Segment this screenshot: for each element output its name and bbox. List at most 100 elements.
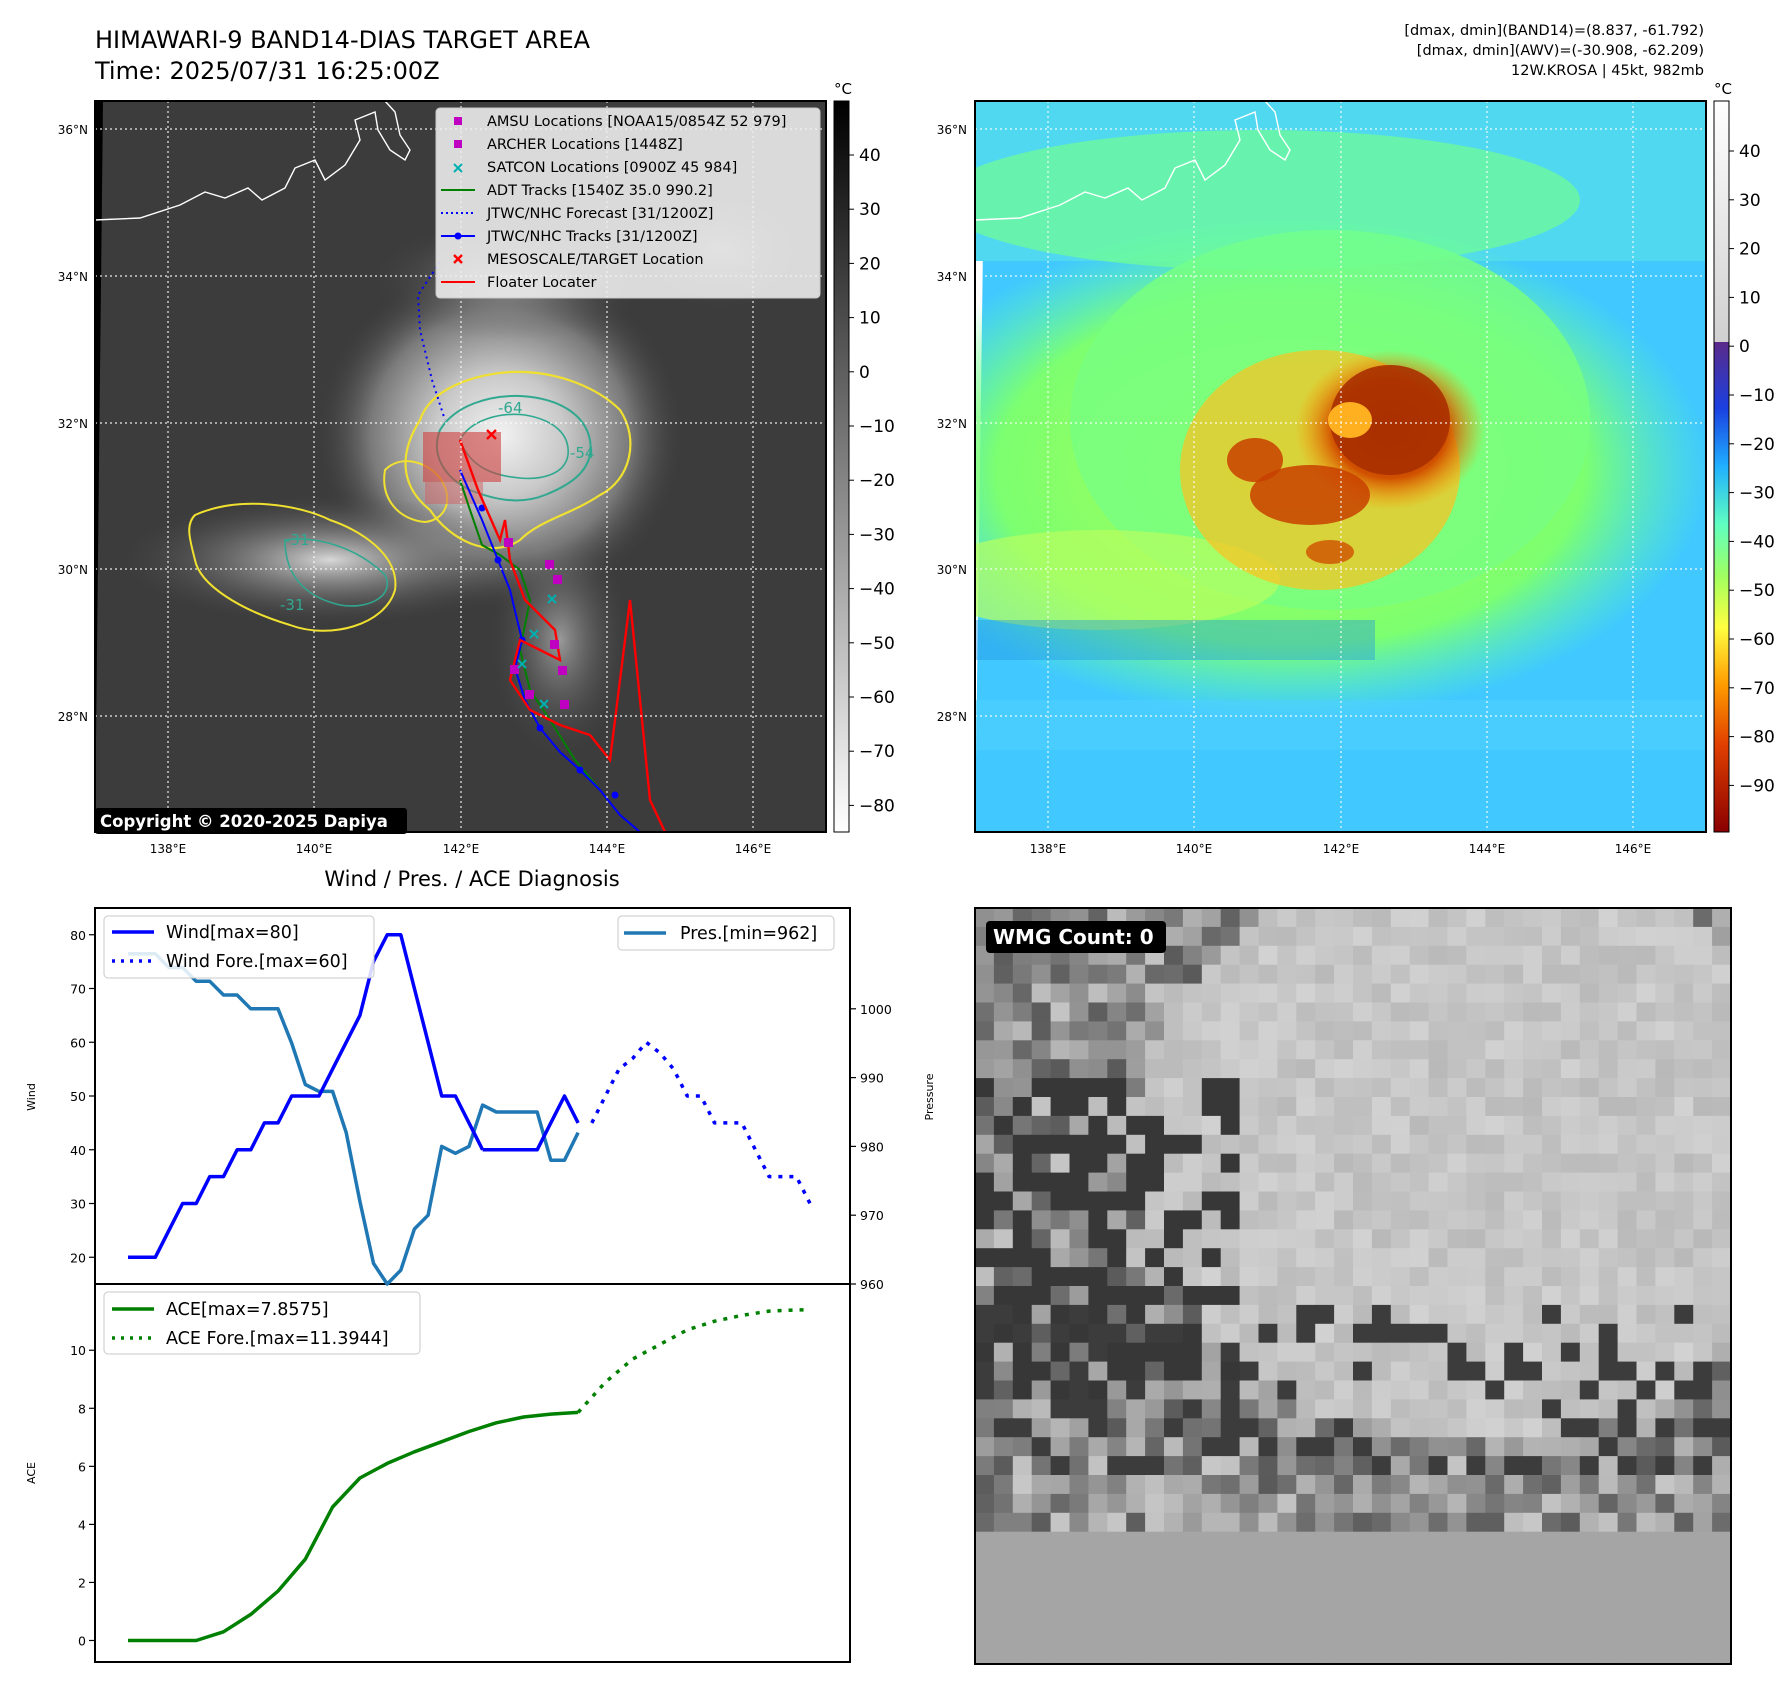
lat-tick: 30°N bbox=[937, 563, 967, 577]
colorbar-tick: 0 bbox=[859, 363, 870, 383]
lon-tick: 146°E bbox=[735, 842, 772, 856]
colorbar-tick: 30 bbox=[859, 200, 881, 220]
left-colorbar: °C 40 30 20 10 0 −10 −20 −30 −40 −50 −60 −70 −80 bbox=[833, 80, 895, 833]
axis-tick-label: 990 bbox=[860, 1071, 884, 1086]
wind-legend: Wind[max=80] Wind Fore.[max=60] bbox=[103, 915, 375, 979]
axis-tick-label: 970 bbox=[860, 1208, 884, 1223]
ace-forecast-series-line bbox=[576, 1308, 810, 1414]
right-map-lat-ticks: 36°N 34°N 32°N 30°N 28°N bbox=[937, 123, 967, 724]
lat-tick: 36°N bbox=[58, 123, 88, 137]
wind-axis-label: Wind bbox=[25, 1083, 38, 1111]
colorbar-tick: −30 bbox=[1739, 484, 1775, 504]
ir-map-panel: -64 -54 -31 -31 bbox=[58, 100, 827, 856]
legend-jtwc-tracks: JTWC/NHC Tracks [31/1200Z] bbox=[486, 229, 698, 245]
wind-series-line bbox=[128, 933, 485, 1260]
pressure-series-line bbox=[128, 952, 580, 1286]
colorbar-tick: −60 bbox=[859, 688, 895, 708]
colorbar-tick: −30 bbox=[859, 525, 895, 545]
left-map-lon-ticks: 138°E 140°E 142°E 144°E 146°E bbox=[150, 842, 772, 856]
colorbar-tick: −40 bbox=[1739, 532, 1775, 552]
colorbar-tick: −20 bbox=[859, 471, 895, 491]
colorbar-tick: −50 bbox=[859, 634, 895, 654]
colorbar-tick: 10 bbox=[859, 309, 881, 329]
colorbar-tick: 0 bbox=[1739, 337, 1750, 357]
colorbar-tick: −40 bbox=[859, 580, 895, 600]
lat-tick: 30°N bbox=[58, 563, 88, 577]
contour-label: -31 bbox=[285, 531, 310, 549]
colorbar-tick: −80 bbox=[859, 796, 895, 816]
map-legend: AMSU Locations [NOAA15/0854Z 52 979] ARC… bbox=[435, 107, 821, 299]
axis-tick-label: 0 bbox=[78, 1633, 86, 1648]
axis-tick-label: 4 bbox=[78, 1517, 86, 1532]
lon-tick: 140°E bbox=[296, 842, 333, 856]
colorbar-tick: −50 bbox=[1739, 581, 1775, 601]
legend-archer: ARCHER Locations [1448Z] bbox=[487, 137, 683, 153]
colorbar-tick: 40 bbox=[859, 146, 881, 166]
legend-pressure: Pres.[min=962] bbox=[680, 924, 817, 944]
colorbar-tick: −70 bbox=[859, 742, 895, 762]
ace-axis-label: ACE bbox=[25, 1462, 38, 1484]
colorbar-tick: −20 bbox=[1739, 435, 1775, 455]
colorbar-tick: 10 bbox=[1739, 288, 1761, 308]
wind-series-line bbox=[482, 1094, 580, 1152]
lat-tick: 36°N bbox=[937, 123, 967, 137]
axis-tick-label: 10 bbox=[70, 1343, 86, 1358]
lat-tick: 32°N bbox=[58, 417, 88, 431]
axis-tick-label: 980 bbox=[860, 1139, 884, 1154]
colorbar-tick: 30 bbox=[1739, 191, 1761, 211]
lon-tick: 144°E bbox=[589, 842, 626, 856]
legend-adt: ADT Tracks [1540Z 35.0 990.2] bbox=[487, 183, 713, 199]
colorbar-tick: 40 bbox=[1739, 142, 1761, 162]
left-colorbar-unit: °C bbox=[834, 80, 852, 98]
info-line-awv: [dmax, dmin](AWV)=(-30.908, -62.209) bbox=[1416, 43, 1704, 59]
axis-tick-label: 6 bbox=[78, 1459, 86, 1474]
wmg-panel: WMG Count: 0 bbox=[974, 907, 1732, 1665]
lat-tick: 28°N bbox=[58, 710, 88, 724]
copyright-label: Copyright © 2020-2025 Dapiya bbox=[100, 812, 388, 831]
contour-label: -31 bbox=[280, 596, 305, 614]
colorbar-tick: −60 bbox=[1739, 630, 1775, 650]
figure-time: Time: 2025/07/31 16:25:00Z bbox=[95, 57, 440, 85]
axis-tick-label: 60 bbox=[70, 1035, 86, 1050]
info-line-band14: [dmax, dmin](BAND14)=(8.837, -61.792) bbox=[1404, 23, 1704, 39]
pressure-legend: Pres.[min=962] bbox=[617, 915, 835, 951]
legend-ace-forecast: ACE Fore.[max=11.3944] bbox=[166, 1329, 389, 1349]
axis-tick-label: 80 bbox=[70, 928, 86, 943]
diagnosis-title: Wind / Pres. / ACE Diagnosis bbox=[324, 867, 619, 891]
colorbar-tick: −10 bbox=[859, 417, 895, 437]
axis-tick-label: 8 bbox=[78, 1401, 86, 1416]
info-line-storm: 12W.KROSA | 45kt, 982mb bbox=[1511, 63, 1704, 79]
legend-wind-forecast: Wind Fore.[max=60] bbox=[166, 952, 348, 972]
axis-tick-label: 20 bbox=[70, 1250, 86, 1265]
ace-series-line bbox=[128, 1410, 579, 1643]
figure-title: HIMAWARI-9 BAND14-DIAS TARGET AREA bbox=[95, 26, 591, 54]
lon-tick: 138°E bbox=[1030, 842, 1067, 856]
diagnosis-chart: Wind / Pres. / ACE Diagnosis Wind Pressu… bbox=[25, 867, 936, 1663]
lon-tick: 138°E bbox=[150, 842, 187, 856]
colorbar-tick: 20 bbox=[859, 254, 881, 274]
axis-tick-label: 960 bbox=[860, 1277, 884, 1292]
legend-target: MESOSCALE/TARGET Location bbox=[487, 252, 704, 268]
lat-tick: 34°N bbox=[937, 270, 967, 284]
lon-tick: 142°E bbox=[1323, 842, 1360, 856]
left-map-lat-ticks: 36°N 34°N 32°N 30°N 28°N bbox=[58, 123, 88, 724]
pressure-axis-label: Pressure bbox=[923, 1073, 936, 1120]
right-map-lon-ticks: 138°E 140°E 142°E 144°E 146°E bbox=[1030, 842, 1652, 856]
axis-tick-label: 1000 bbox=[860, 1002, 892, 1017]
colorbar-tick: −80 bbox=[1739, 728, 1775, 748]
ace-legend: ACE[max=7.8575] ACE Fore.[max=11.3944] bbox=[103, 1291, 421, 1355]
colorbar-tick: −90 bbox=[1739, 776, 1775, 796]
colorbar-tick: −70 bbox=[1739, 679, 1775, 699]
legend-ace: ACE[max=7.8575] bbox=[166, 1300, 329, 1320]
legend-amsu: AMSU Locations [NOAA15/0854Z 52 979] bbox=[487, 114, 786, 130]
legend-satcon: SATCON Locations [0900Z 45 984] bbox=[487, 160, 737, 176]
contour-labels: -64 -54 -31 -31 bbox=[280, 399, 595, 614]
legend-jtwc-forecast: JTWC/NHC Forecast [31/1200Z] bbox=[486, 206, 713, 222]
legend-wind: Wind[max=80] bbox=[166, 923, 299, 943]
lat-tick: 32°N bbox=[937, 417, 967, 431]
legend-floater: Floater Locater bbox=[487, 275, 596, 291]
lat-tick: 34°N bbox=[58, 270, 88, 284]
axis-tick-label: 50 bbox=[70, 1089, 86, 1104]
colorbar-tick: 20 bbox=[1739, 240, 1761, 260]
contour-label: -54 bbox=[570, 444, 595, 462]
